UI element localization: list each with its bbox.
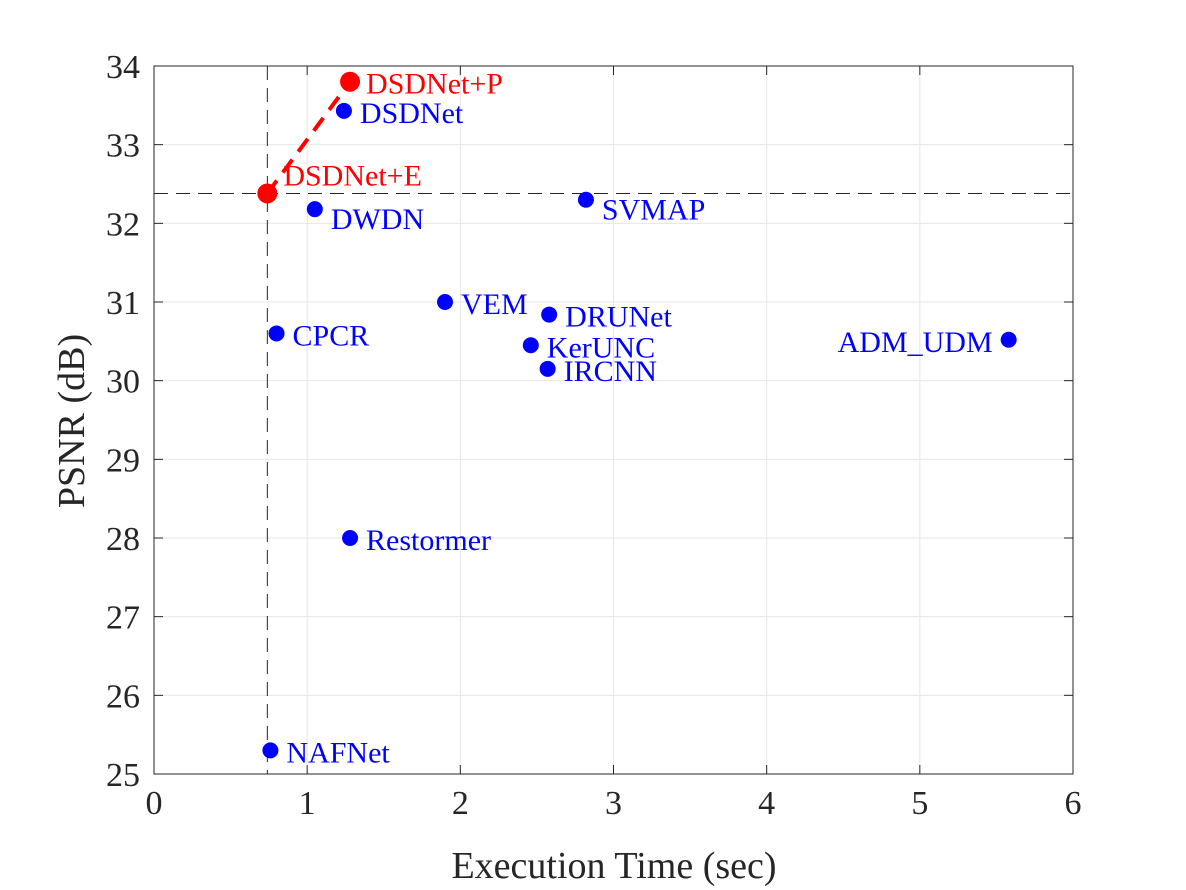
point-label-adm-udm: ADM_UDM: [838, 326, 993, 359]
point-label-dsdnet-e: DSDNet+E: [283, 159, 422, 192]
point-label-cpcr: CPCR: [293, 319, 370, 352]
x-tick-label: 3: [605, 785, 622, 822]
point-label-vem: VEM: [461, 288, 528, 321]
x-tick-label: 0: [146, 785, 163, 822]
point-vem: [437, 294, 454, 310]
point-label-dsdnet-p: DSDNet+P: [366, 68, 503, 101]
point-drunet: [541, 306, 558, 323]
point-label-restormer: Restormer: [366, 524, 491, 557]
point-nafnet: [262, 742, 279, 759]
point-dwdn: [306, 201, 323, 218]
point-kerunc: [522, 337, 539, 354]
data-points: [257, 71, 1017, 759]
point-svmap: [577, 191, 594, 208]
x-tick-label: 5: [911, 785, 928, 822]
point-label-dsdnet: DSDNet: [360, 97, 464, 130]
x-axis-label: Execution Time (sec): [451, 845, 776, 887]
point-label-nafnet: NAFNet: [286, 736, 390, 769]
point-restormer: [342, 530, 359, 546]
point-label-drunet: DRUNet: [565, 301, 672, 334]
y-tick-label: 33: [106, 128, 140, 165]
y-tick-label: 30: [106, 364, 140, 401]
y-tick-label: 27: [106, 600, 140, 637]
point-label-kerunc: KerUNC: [547, 331, 655, 364]
point-cpcr: [268, 325, 285, 342]
point-label-svmap: SVMAP: [602, 194, 705, 227]
y-tick-label: 32: [106, 206, 140, 243]
y-tick-label: 26: [106, 678, 140, 715]
y-tick-label: 28: [106, 521, 140, 558]
y-tick-label: 29: [106, 442, 140, 479]
y-tick-label: 25: [106, 757, 140, 794]
point-label-dwdn: DWDN: [331, 203, 424, 236]
x-tick-label: 6: [1065, 785, 1082, 822]
point-dsdnet: [335, 102, 352, 119]
point-adm-udm: [1000, 331, 1017, 348]
point-label-ircnn: IRCNN: [564, 355, 657, 388]
x-tick-label: 1: [299, 785, 316, 822]
point-dsdnet-p: [340, 71, 361, 92]
ours-dashed-line: [265, 80, 352, 195]
y-tick-label: 31: [106, 285, 140, 322]
y-tick-label: 34: [106, 49, 140, 86]
point-dsdnet-e: [257, 183, 278, 204]
x-tick-label: 2: [452, 785, 469, 822]
point-ircnn: [539, 360, 556, 377]
ours-trend-line: [265, 80, 352, 195]
x-tick-label: 4: [758, 785, 775, 822]
y-axis-label: PSNR (dB): [51, 334, 93, 508]
